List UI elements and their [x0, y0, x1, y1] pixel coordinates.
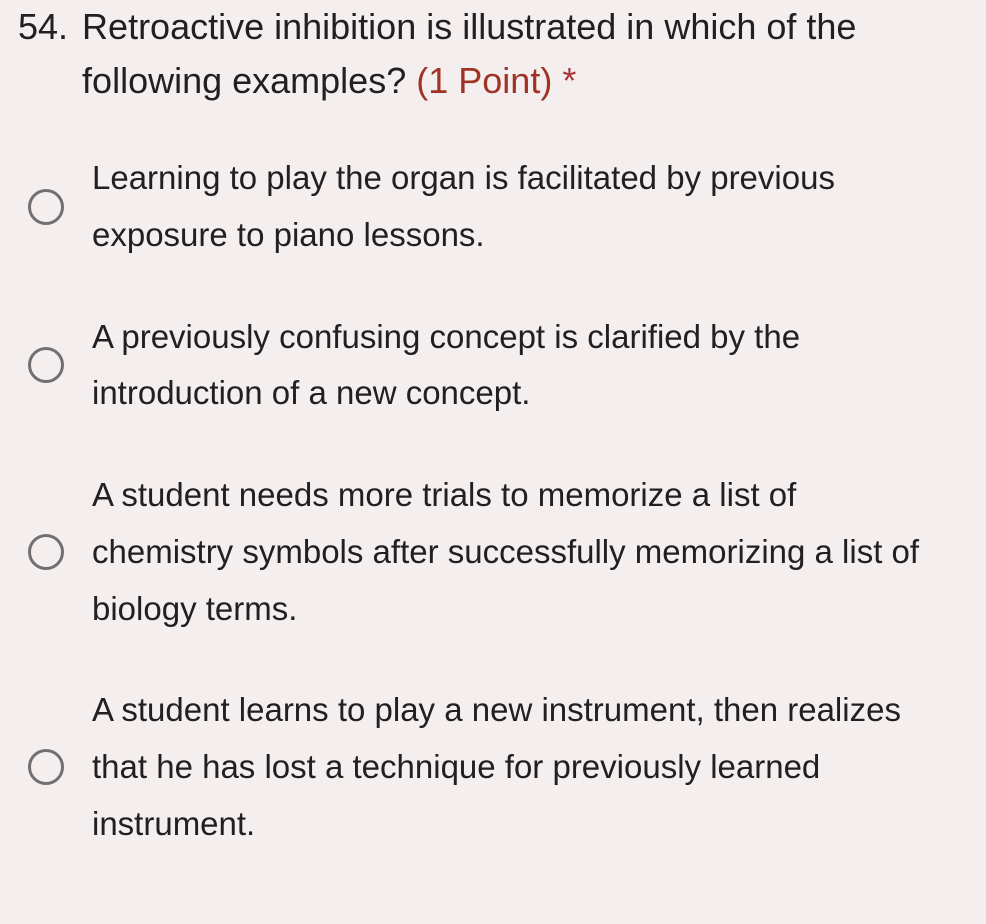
option-text: A student needs more trials to memorize …: [92, 467, 932, 637]
radio-icon[interactable]: [28, 534, 64, 570]
radio-icon[interactable]: [28, 189, 64, 225]
question-row: 54. Retroactive inhibition is illustrate…: [18, 0, 968, 108]
option-row[interactable]: A student learns to play a new instrumen…: [28, 682, 968, 852]
radio-icon[interactable]: [28, 347, 64, 383]
options-list: Learning to play the organ is facilitate…: [18, 150, 968, 853]
option-text: A previously confusing concept is clarif…: [92, 309, 932, 423]
required-asterisk: *: [562, 60, 576, 101]
option-row[interactable]: A student needs more trials to memorize …: [28, 467, 968, 637]
option-row[interactable]: A previously confusing concept is clarif…: [28, 309, 968, 423]
option-text: A student learns to play a new instrumen…: [92, 682, 932, 852]
radio-icon[interactable]: [28, 749, 64, 785]
option-text: Learning to play the organ is facilitate…: [92, 150, 932, 264]
question-text: Retroactive inhibition is illustrated in…: [82, 0, 968, 108]
option-row[interactable]: Learning to play the organ is facilitate…: [28, 150, 968, 264]
question-points: (1 Point): [416, 60, 552, 101]
question-number: 54.: [18, 0, 68, 54]
